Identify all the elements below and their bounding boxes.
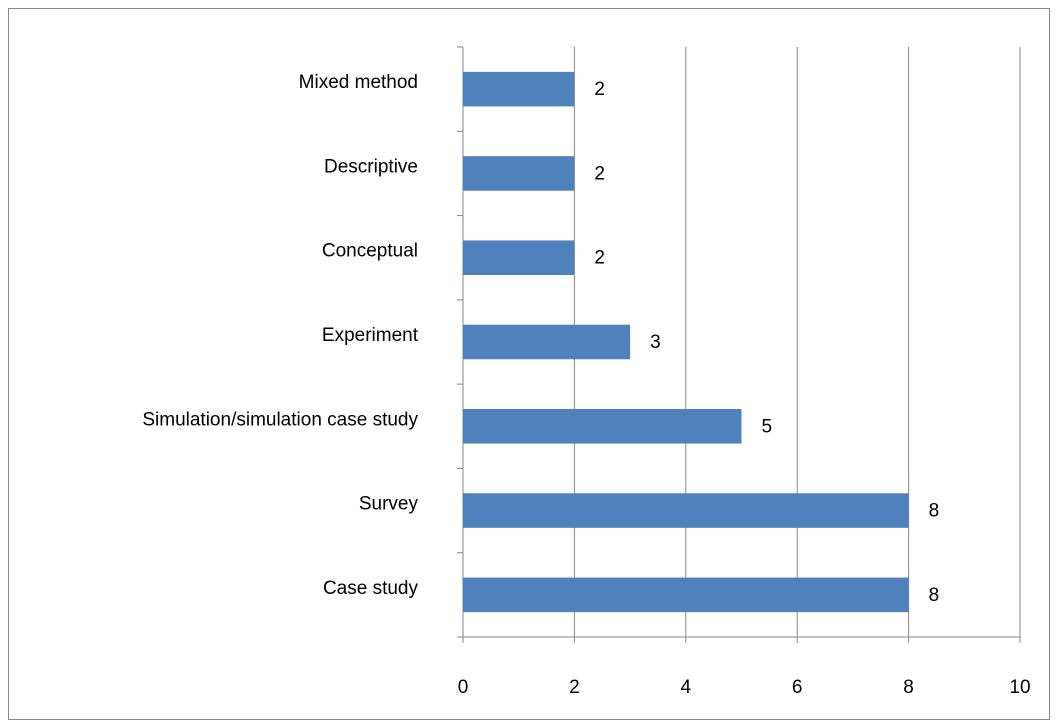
y-tick-label: Simulation/simulation case study <box>142 409 418 430</box>
bar <box>463 324 631 360</box>
x-tick-label: 8 <box>903 677 914 698</box>
x-tick-label: 4 <box>681 677 692 698</box>
y-tick-label: Conceptual <box>322 241 418 262</box>
data-label: 3 <box>650 332 661 353</box>
x-tick-label: 0 <box>458 677 469 698</box>
bar <box>463 577 909 613</box>
data-label: 2 <box>594 79 605 100</box>
bar <box>463 409 742 444</box>
data-label: 8 <box>929 585 940 606</box>
y-tick-label: Descriptive <box>324 156 418 177</box>
bar <box>463 156 575 191</box>
bar <box>463 493 909 528</box>
x-tick-label: 2 <box>569 677 580 698</box>
x-tick-label: 6 <box>792 677 803 698</box>
y-tick-label: Survey <box>359 494 419 515</box>
y-tick-label: Mixed method <box>299 72 418 93</box>
data-label: 2 <box>594 163 605 184</box>
chart-frame <box>8 8 1050 720</box>
data-label: 8 <box>929 501 940 522</box>
bar <box>463 71 575 107</box>
y-tick-label: Experiment <box>322 325 419 346</box>
y-tick-label: Case study <box>323 578 419 599</box>
data-label: 2 <box>594 248 605 269</box>
bar <box>463 240 575 275</box>
data-label: 5 <box>762 416 773 437</box>
x-tick-label: 10 <box>1009 677 1030 698</box>
